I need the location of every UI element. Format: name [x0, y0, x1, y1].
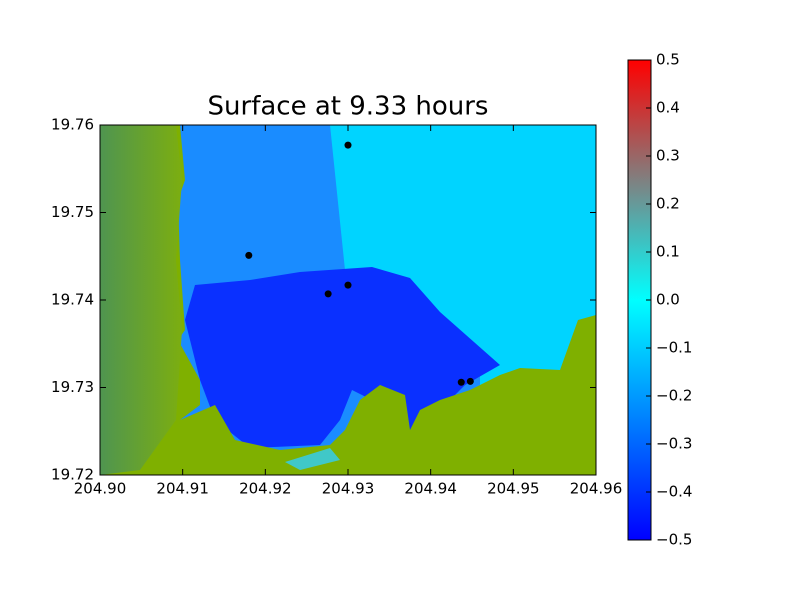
chart-title: Surface at 9.33 hours	[208, 92, 489, 122]
y-tick-label: 19.74	[51, 291, 94, 309]
colorbar-tick-label: 0.4	[656, 99, 680, 117]
colorbar-tick-label: 0.5	[656, 51, 680, 69]
colorbar-tick-label: 0.1	[656, 243, 680, 261]
y-tick-label: 19.75	[51, 203, 94, 221]
y-tick-label: 19.76	[51, 116, 94, 134]
x-tick-label: 204.93	[322, 480, 375, 498]
colorbar-tick-label: −0.1	[656, 339, 692, 357]
gauge-point	[466, 377, 474, 385]
gauge-point	[344, 141, 352, 149]
gauge-point	[324, 290, 332, 298]
gauge-point	[344, 281, 352, 289]
colorbar-tick-label: −0.2	[656, 387, 692, 405]
y-tick-label: 19.72	[51, 466, 94, 484]
x-tick-label: 204.91	[156, 480, 209, 498]
colorbar-tick-label: −0.5	[656, 531, 692, 549]
gauge-point	[457, 378, 465, 386]
gauge-point	[245, 251, 253, 259]
x-tick-label: 204.92	[239, 480, 292, 498]
colorbar-tick-label: 0.0	[656, 291, 680, 309]
colorbar-tick-label: −0.4	[656, 483, 692, 501]
y-tick-label: 19.73	[51, 378, 94, 396]
x-tick-label: 204.96	[570, 480, 623, 498]
surface-field	[100, 125, 596, 475]
colorbar-tick-label: 0.3	[656, 147, 680, 165]
x-tick-label: 204.95	[487, 480, 540, 498]
x-tick-label: 204.94	[404, 480, 457, 498]
x-tick-label: 204.90	[74, 480, 127, 498]
colorbar-tick-label: −0.3	[656, 435, 692, 453]
colorbar-tick-label: 0.2	[656, 195, 680, 213]
